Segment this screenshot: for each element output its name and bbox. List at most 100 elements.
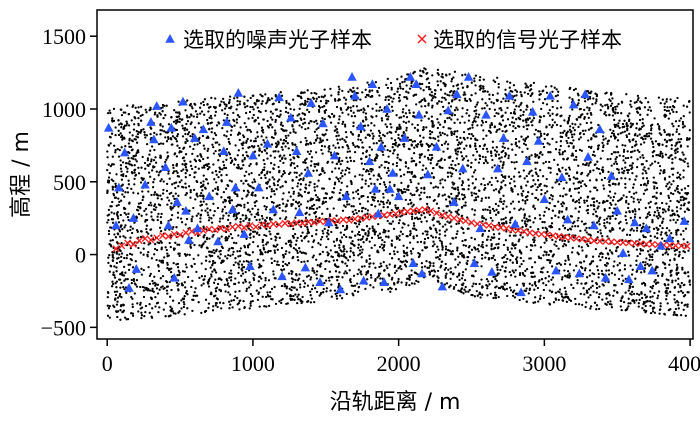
background-photon xyxy=(110,132,114,135)
background-photon xyxy=(486,150,489,153)
background-photon xyxy=(408,276,412,279)
background-photon xyxy=(157,269,161,273)
background-photon xyxy=(440,260,444,263)
background-photon xyxy=(186,139,189,143)
background-photon xyxy=(661,143,664,146)
background-photon xyxy=(321,274,324,278)
background-photon xyxy=(127,179,130,182)
background-photon xyxy=(434,250,438,254)
background-photon xyxy=(504,88,507,91)
background-photon xyxy=(486,161,489,165)
background-photon xyxy=(398,125,401,128)
background-photon xyxy=(569,141,572,145)
background-photon xyxy=(304,187,308,190)
background-photon xyxy=(264,93,267,96)
background-photon xyxy=(421,82,424,86)
background-photon xyxy=(475,150,479,153)
background-photon xyxy=(496,268,499,271)
background-photon xyxy=(489,126,492,129)
background-photon xyxy=(258,275,262,278)
background-photon xyxy=(172,120,176,123)
background-photon xyxy=(207,306,210,310)
background-photon xyxy=(278,178,281,181)
background-photon xyxy=(585,184,588,188)
background-photon xyxy=(644,311,647,314)
background-photon xyxy=(667,283,670,286)
background-photon xyxy=(119,318,122,321)
background-photon xyxy=(583,100,587,103)
background-photon xyxy=(352,159,356,163)
background-photon xyxy=(266,251,269,254)
background-photon xyxy=(670,144,673,147)
background-photon xyxy=(493,80,497,84)
background-photon xyxy=(341,111,344,114)
background-photon xyxy=(331,255,334,259)
background-photon xyxy=(674,221,678,224)
background-photon xyxy=(126,317,130,321)
background-photon xyxy=(642,235,646,239)
background-photon xyxy=(348,203,351,206)
background-photon xyxy=(181,156,185,160)
background-photon xyxy=(644,261,647,264)
background-photon xyxy=(209,209,212,212)
background-photon xyxy=(163,256,166,259)
background-photon xyxy=(110,218,114,221)
background-photon xyxy=(281,264,285,268)
background-photon xyxy=(132,104,135,107)
background-photon xyxy=(296,251,299,255)
background-photon xyxy=(388,201,392,204)
background-photon xyxy=(262,159,265,162)
background-photon xyxy=(251,207,254,210)
background-photon xyxy=(443,193,446,196)
background-photon xyxy=(199,204,202,207)
background-photon xyxy=(310,92,313,95)
background-photon xyxy=(191,107,194,110)
background-photon xyxy=(535,172,538,176)
background-photon xyxy=(612,151,616,154)
background-photon xyxy=(573,158,576,161)
background-photon xyxy=(464,285,467,289)
background-photon xyxy=(265,234,268,238)
background-photon xyxy=(140,176,143,180)
background-photon xyxy=(621,143,624,147)
background-photon xyxy=(223,166,226,170)
background-photon xyxy=(674,253,677,256)
background-photon xyxy=(532,179,535,182)
background-photon xyxy=(107,229,111,233)
background-photon xyxy=(385,264,388,267)
background-photon xyxy=(115,290,119,293)
background-photon xyxy=(126,167,129,170)
background-photon xyxy=(488,181,491,184)
background-photon xyxy=(282,129,286,133)
background-photon xyxy=(489,150,493,153)
background-photon xyxy=(327,150,330,153)
background-photon xyxy=(684,227,688,230)
background-photon xyxy=(665,202,668,205)
background-photon xyxy=(235,118,239,121)
background-photon xyxy=(189,188,192,192)
background-photon xyxy=(312,207,315,211)
background-photon xyxy=(545,125,548,128)
background-photon xyxy=(172,170,176,173)
background-photon xyxy=(337,282,341,286)
background-photon xyxy=(587,90,590,93)
background-photon xyxy=(593,186,596,189)
background-photon xyxy=(215,124,219,127)
background-photon xyxy=(158,204,162,207)
background-photon xyxy=(374,81,378,84)
background-photon xyxy=(125,256,128,260)
background-photon xyxy=(579,181,582,184)
background-photon xyxy=(676,228,679,232)
background-photon xyxy=(431,106,434,109)
background-photon xyxy=(414,93,418,96)
background-photon xyxy=(341,276,344,279)
background-photon xyxy=(184,153,188,156)
background-photon xyxy=(641,163,645,166)
background-photon xyxy=(334,270,338,273)
background-photon xyxy=(252,235,255,238)
background-photon xyxy=(532,100,535,103)
background-photon xyxy=(560,293,563,296)
background-photon xyxy=(241,154,245,157)
background-photon xyxy=(570,133,574,136)
background-photon xyxy=(273,214,276,217)
